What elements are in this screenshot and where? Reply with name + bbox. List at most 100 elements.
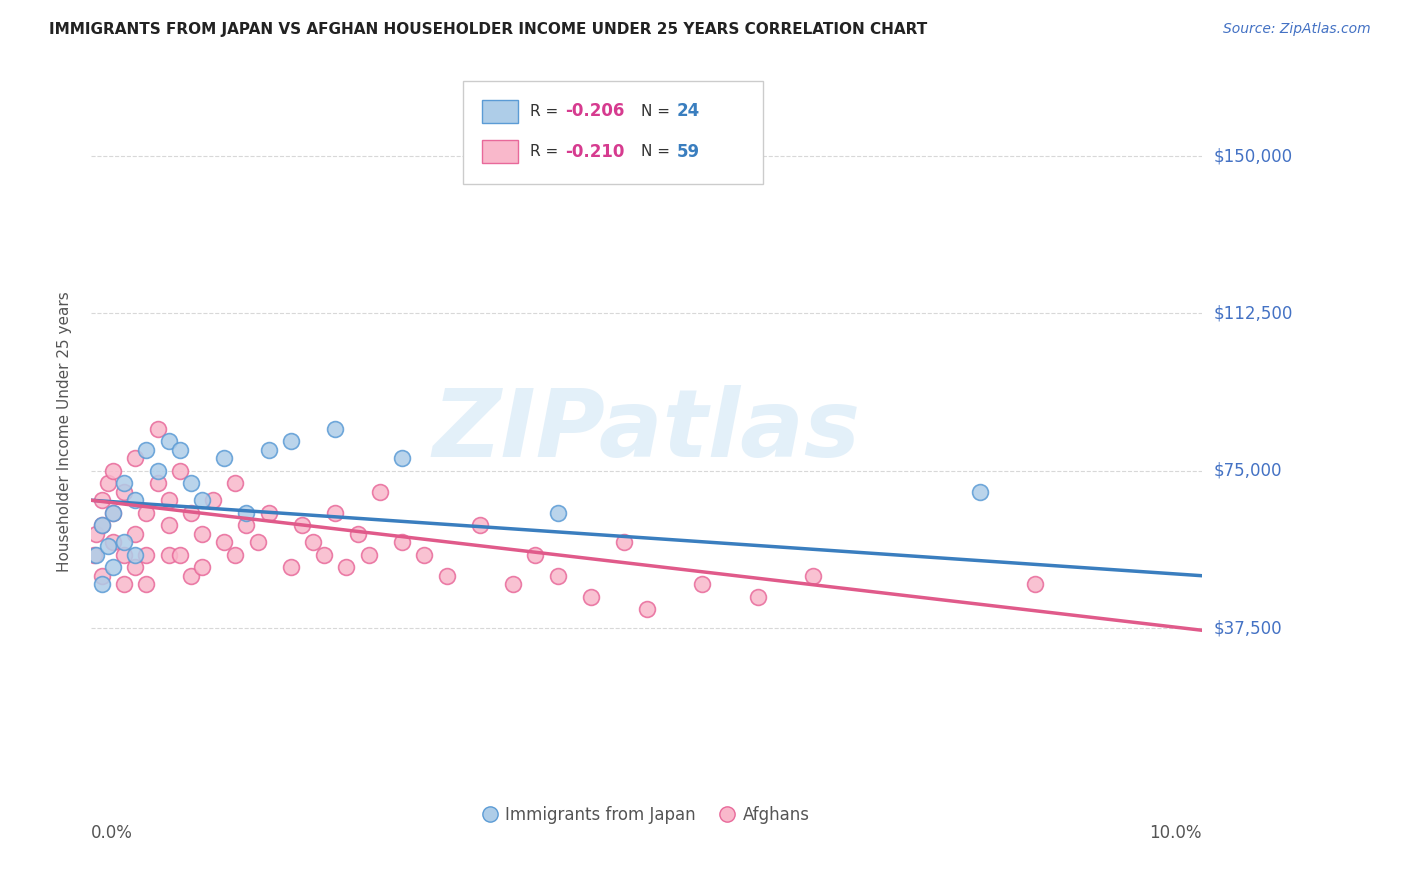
Text: 0.0%: 0.0% — [91, 824, 132, 842]
Point — [180, 476, 202, 491]
Point — [357, 548, 380, 562]
Point — [579, 590, 602, 604]
Point — [112, 577, 135, 591]
Text: IMMIGRANTS FROM JAPAN VS AFGHAN HOUSEHOLDER INCOME UNDER 25 YEARS CORRELATION CH: IMMIGRANTS FROM JAPAN VS AFGHAN HOUSEHOL… — [49, 22, 928, 37]
Point — [135, 577, 157, 591]
Point — [169, 548, 191, 562]
Text: -0.206: -0.206 — [565, 103, 624, 120]
Point — [135, 506, 157, 520]
Point — [224, 548, 246, 562]
Point — [157, 493, 180, 508]
Point — [124, 526, 146, 541]
Point — [157, 518, 180, 533]
Point — [83, 548, 105, 562]
Legend: Immigrants from Japan, Afghans: Immigrants from Japan, Afghans — [477, 799, 815, 830]
FancyBboxPatch shape — [463, 81, 763, 184]
Point — [91, 518, 114, 533]
Point — [468, 518, 491, 533]
Text: $150,000: $150,000 — [1213, 147, 1292, 165]
Point — [97, 476, 120, 491]
Point — [91, 568, 114, 582]
Point — [124, 548, 146, 562]
Point — [124, 493, 146, 508]
Point — [235, 518, 257, 533]
Point — [436, 568, 458, 582]
Point — [235, 506, 257, 520]
Text: ZIPatlas: ZIPatlas — [433, 385, 860, 477]
Point — [257, 506, 280, 520]
Point — [101, 535, 124, 549]
Point — [191, 526, 214, 541]
Point — [246, 535, 269, 549]
Point — [86, 526, 108, 541]
Point — [146, 464, 169, 478]
Point — [214, 451, 236, 466]
Point — [969, 484, 991, 499]
Text: $112,500: $112,500 — [1213, 304, 1292, 323]
Point — [524, 548, 547, 562]
Point — [346, 526, 368, 541]
Point — [613, 535, 636, 549]
FancyBboxPatch shape — [482, 140, 517, 163]
Point — [86, 548, 108, 562]
Point — [91, 518, 114, 533]
Point — [191, 560, 214, 574]
Point — [112, 548, 135, 562]
Point — [224, 476, 246, 491]
Point — [191, 493, 214, 508]
Point — [391, 451, 413, 466]
Point — [97, 540, 120, 554]
Point — [257, 442, 280, 457]
Text: 10.0%: 10.0% — [1150, 824, 1202, 842]
Text: Source: ZipAtlas.com: Source: ZipAtlas.com — [1223, 22, 1371, 37]
Point — [747, 590, 769, 604]
Point — [391, 535, 413, 549]
Point — [101, 464, 124, 478]
Point — [101, 560, 124, 574]
Point — [801, 568, 824, 582]
Point — [502, 577, 524, 591]
Text: R =: R = — [530, 104, 562, 119]
Point — [325, 422, 347, 436]
Point — [91, 493, 114, 508]
Point — [413, 548, 436, 562]
Point — [169, 442, 191, 457]
Point — [547, 568, 569, 582]
Point — [101, 506, 124, 520]
Point — [101, 506, 124, 520]
Point — [135, 548, 157, 562]
Point — [157, 548, 180, 562]
Point — [280, 560, 302, 574]
Point — [636, 602, 658, 616]
Point — [280, 434, 302, 449]
Point — [146, 476, 169, 491]
Text: R =: R = — [530, 145, 562, 160]
Point — [91, 577, 114, 591]
Point — [690, 577, 713, 591]
Text: 24: 24 — [676, 103, 700, 120]
Text: N =: N = — [641, 145, 675, 160]
Point — [180, 568, 202, 582]
Text: $37,500: $37,500 — [1213, 619, 1282, 637]
Text: 59: 59 — [676, 143, 700, 161]
Point — [368, 484, 391, 499]
Point — [1024, 577, 1046, 591]
Point — [325, 506, 347, 520]
Point — [180, 506, 202, 520]
Point — [202, 493, 225, 508]
Point — [135, 442, 157, 457]
Point — [112, 476, 135, 491]
FancyBboxPatch shape — [482, 100, 517, 123]
Point — [169, 464, 191, 478]
Point — [112, 535, 135, 549]
Text: -0.210: -0.210 — [565, 143, 624, 161]
Point — [124, 560, 146, 574]
Point — [547, 506, 569, 520]
Point — [291, 518, 314, 533]
Point — [146, 422, 169, 436]
Point — [112, 484, 135, 499]
Point — [335, 560, 357, 574]
Point — [157, 434, 180, 449]
Text: $75,000: $75,000 — [1213, 462, 1282, 480]
Y-axis label: Householder Income Under 25 years: Householder Income Under 25 years — [58, 291, 72, 572]
